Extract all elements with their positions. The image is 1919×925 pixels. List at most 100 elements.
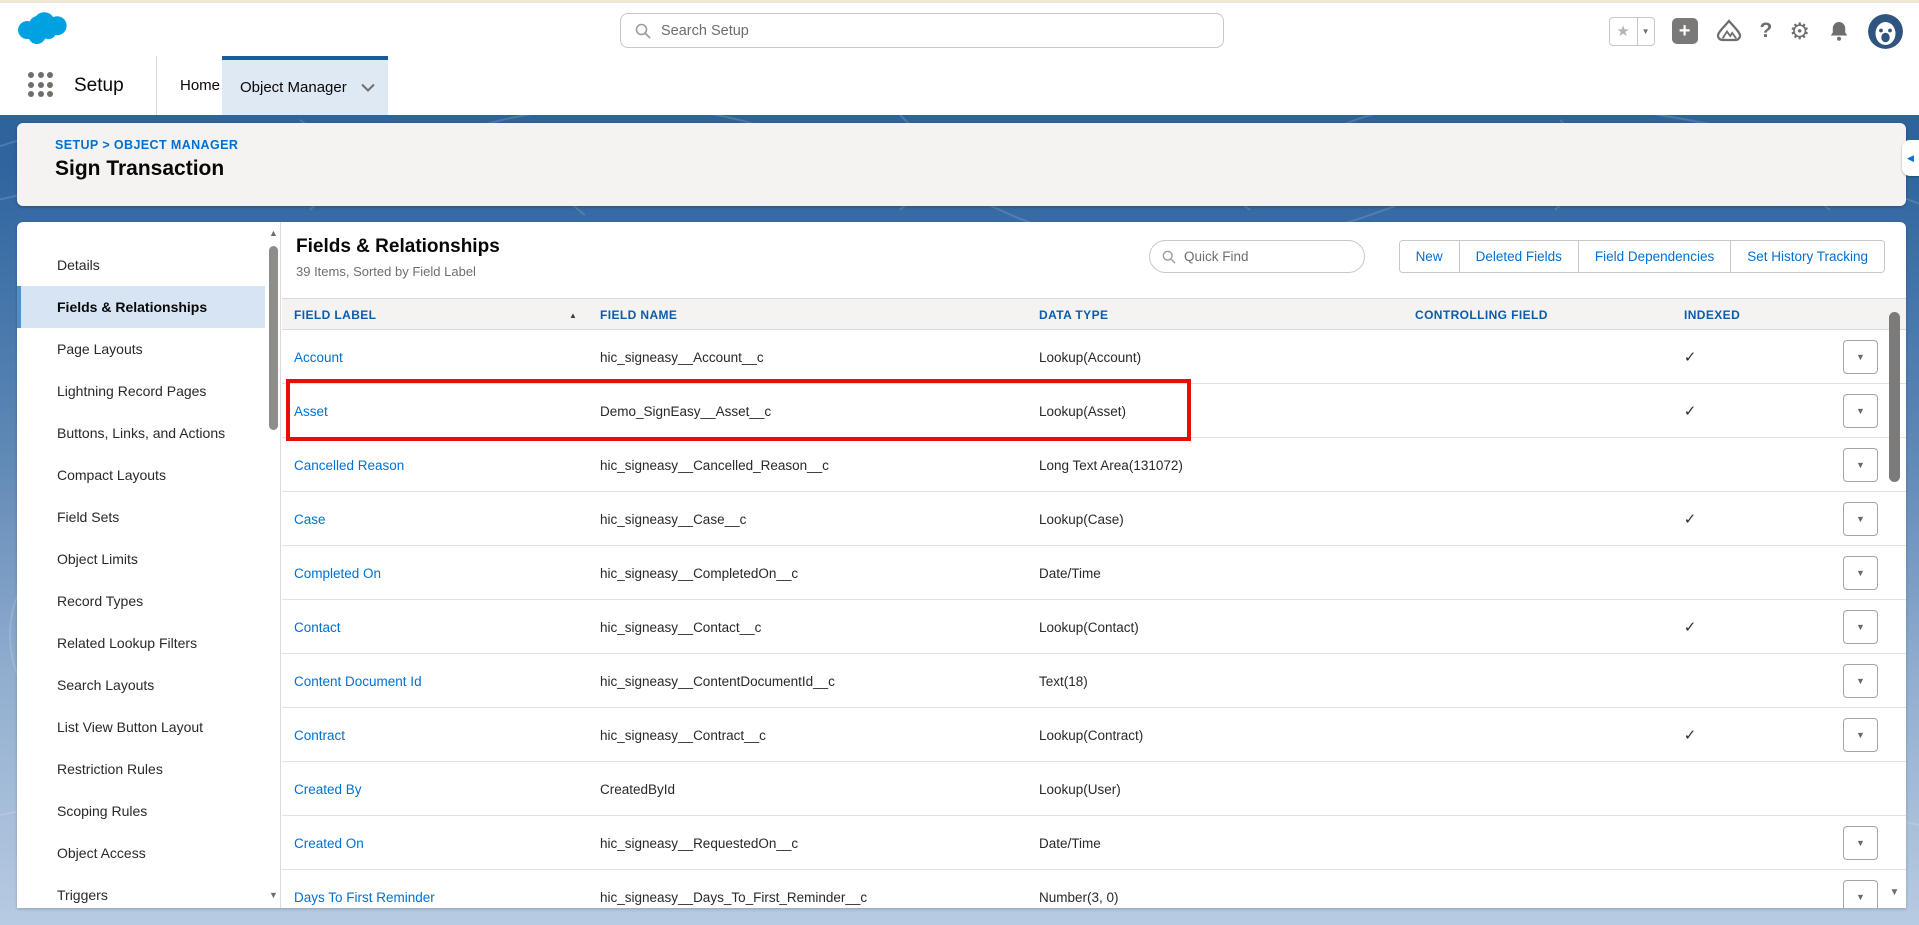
sidebar-item-object-access[interactable]: Object Access <box>17 832 265 874</box>
row-actions-button[interactable]: ▼ <box>1843 502 1878 536</box>
row-actions-button[interactable]: ▼ <box>1843 556 1878 590</box>
sidebar-item-triggers[interactable]: Triggers <box>17 874 265 908</box>
sidebar-item-field-sets[interactable]: Field Sets <box>17 496 265 538</box>
favorites-widget: ★ ▼ <box>1608 16 1655 46</box>
trailhead-icon[interactable] <box>1715 19 1743 43</box>
sidebar-item-search-layouts[interactable]: Search Layouts <box>17 664 265 706</box>
table-row: Contact hic_signeasy__Contact__c Lookup(… <box>282 600 1906 654</box>
field-label-link[interactable]: Account <box>294 349 343 365</box>
row-actions-button[interactable]: ▼ <box>1843 718 1878 752</box>
notifications-bell-button[interactable] <box>1827 19 1851 43</box>
field-label-link[interactable]: Cancelled Reason <box>294 457 405 473</box>
column-indexed[interactable]: INDEXED <box>1684 308 1741 322</box>
field-label-link[interactable]: Contact <box>294 619 341 635</box>
object-sidebar: Details Fields & Relationships Page Layo… <box>17 222 281 908</box>
sidebar-item-buttons-links-and-actions[interactable]: Buttons, Links, and Actions <box>17 412 265 454</box>
caret-down-icon: ▼ <box>1856 838 1865 848</box>
sidebar-item-details[interactable]: Details <box>17 244 265 286</box>
row-actions-button[interactable]: ▼ <box>1843 448 1878 482</box>
sidebar-scrollbar-thumb[interactable] <box>269 246 278 430</box>
breadcrumb-setup-link[interactable]: SETUP <box>55 138 99 152</box>
row-actions-button[interactable]: ▼ <box>1843 826 1878 860</box>
sidebar-item-fields-relationships[interactable]: Fields & Relationships <box>17 286 265 328</box>
row-actions-button[interactable]: ▼ <box>1843 340 1878 374</box>
quick-find-input[interactable] <box>1184 249 1364 264</box>
sidebar-item-related-lookup-filters[interactable]: Related Lookup Filters <box>17 622 265 664</box>
setup-navbar: Setup Home Object Manager <box>0 56 1919 115</box>
setup-title: Setup <box>74 74 124 96</box>
deleted-fields-button[interactable]: Deleted Fields <box>1458 241 1578 272</box>
main-scroll-down-arrow[interactable]: ▼ <box>1889 887 1900 898</box>
row-actions-button[interactable]: ▼ <box>1843 880 1878 908</box>
column-controlling-field[interactable]: CONTROLLING FIELD <box>1415 308 1548 322</box>
field-label-link[interactable]: Content Document Id <box>294 673 422 689</box>
field-name-cell: hic_signeasy__Contact__c <box>600 619 762 635</box>
table-row: Cancelled Reason hic_signeasy__Cancelled… <box>282 438 1906 492</box>
set-history-tracking-button[interactable]: Set History Tracking <box>1730 241 1884 272</box>
sidebar-item-record-types[interactable]: Record Types <box>17 580 265 622</box>
favorites-caret-button[interactable]: ▼ <box>1636 17 1654 45</box>
field-label-link[interactable]: Asset <box>294 403 328 419</box>
indexed-check-icon: ✓ <box>1683 511 1697 528</box>
table-row: Completed On hic_signeasy__CompletedOn__… <box>282 546 1906 600</box>
sidebar-item-list-view-button-layout[interactable]: List View Button Layout <box>17 706 265 748</box>
field-label-link[interactable]: Case <box>294 511 326 527</box>
data-type-cell: Long Text Area(131072) <box>1039 457 1183 473</box>
sidebar-item-label: Search Layouts <box>57 677 155 693</box>
app-launcher-icon[interactable] <box>28 72 54 98</box>
global-header: ★ ▼ + ? ⚙ <box>0 0 1919 56</box>
indexed-check-icon <box>1675 546 1705 600</box>
sidebar-item-label: Object Limits <box>57 551 138 567</box>
row-actions-button[interactable]: ▼ <box>1843 664 1878 698</box>
field-label-link[interactable]: Completed On <box>294 565 382 581</box>
new-button[interactable]: New <box>1399 241 1459 272</box>
sidebar-item-object-limits[interactable]: Object Limits <box>17 538 265 580</box>
column-field-name[interactable]: FIELD NAME <box>600 308 678 322</box>
row-actions-button[interactable]: ▼ <box>1843 394 1878 428</box>
sidebar-scroll-up-arrow[interactable]: ▲ <box>269 228 278 238</box>
side-panel-collapse-button[interactable]: ◀ <box>1902 140 1919 176</box>
sidebar-item-label: Compact Layouts <box>57 467 166 483</box>
sidebar-item-page-layouts[interactable]: Page Layouts <box>17 328 265 370</box>
field-name-cell: CreatedById <box>600 781 676 797</box>
tab-home[interactable]: Home <box>180 77 221 94</box>
breadcrumb-object-manager-link[interactable]: OBJECT MANAGER <box>113 138 239 152</box>
setup-gear-button[interactable]: ⚙ <box>1789 17 1810 44</box>
field-label-link[interactable]: Created By <box>294 781 362 797</box>
sidebar-item-restriction-rules[interactable]: Restriction Rules <box>17 748 265 790</box>
page-header-banner: SETUP > OBJECT MANAGER Sign Transaction <box>17 123 1906 206</box>
sidebar-item-label: Details <box>57 257 100 273</box>
column-data-type[interactable]: DATA TYPE <box>1039 308 1109 322</box>
quick-create-button[interactable]: + <box>1671 18 1698 44</box>
breadcrumb: SETUP > OBJECT MANAGER <box>55 138 238 152</box>
global-search-input[interactable] <box>661 22 1223 39</box>
indexed-check-icon <box>1675 870 1705 908</box>
main-scrollbar-thumb[interactable] <box>1889 312 1900 482</box>
row-actions-button[interactable]: ▼ <box>1843 610 1878 644</box>
user-avatar[interactable] <box>1868 13 1903 49</box>
indexed-check-icon <box>1675 438 1705 492</box>
field-label-link[interactable]: Created On <box>294 835 364 851</box>
sidebar-scroll-down-arrow[interactable]: ▼ <box>269 890 278 900</box>
help-button[interactable]: ? <box>1759 19 1773 42</box>
indexed-check-icon <box>1675 762 1705 816</box>
tab-object-manager[interactable]: Object Manager <box>222 56 388 115</box>
field-label-link[interactable]: Days To First Reminder <box>294 889 435 905</box>
caret-down-icon: ▼ <box>1856 622 1865 632</box>
sidebar-item-scoping-rules[interactable]: Scoping Rules <box>17 790 265 832</box>
field-name-cell: Demo_SignEasy__Asset__c <box>600 403 772 419</box>
data-type-cell: Lookup(Asset) <box>1039 403 1127 419</box>
table-row: Days To First Reminder hic_signeasy__Day… <box>282 870 1906 908</box>
field-name-cell: hic_signeasy__CompletedOn__c <box>600 565 799 581</box>
sidebar-item-compact-layouts[interactable]: Compact Layouts <box>17 454 265 496</box>
table-row: Case hic_signeasy__Case__c Lookup(Case) … <box>282 492 1906 546</box>
column-field-label[interactable]: FIELD LABEL <box>294 308 377 322</box>
favorites-star-button[interactable]: ★ <box>1616 23 1630 40</box>
caret-down-icon: ▼ <box>1856 892 1865 902</box>
sidebar-item-label: Fields & Relationships <box>57 299 208 315</box>
field-label-link[interactable]: Contract <box>294 727 346 743</box>
sidebar-item-lightning-record-pages[interactable]: Lightning Record Pages <box>17 370 265 412</box>
field-dependencies-button[interactable]: Field Dependencies <box>1577 241 1731 272</box>
data-type-cell: Lookup(Contact) <box>1039 619 1139 635</box>
data-type-cell: Lookup(Account) <box>1039 349 1142 365</box>
